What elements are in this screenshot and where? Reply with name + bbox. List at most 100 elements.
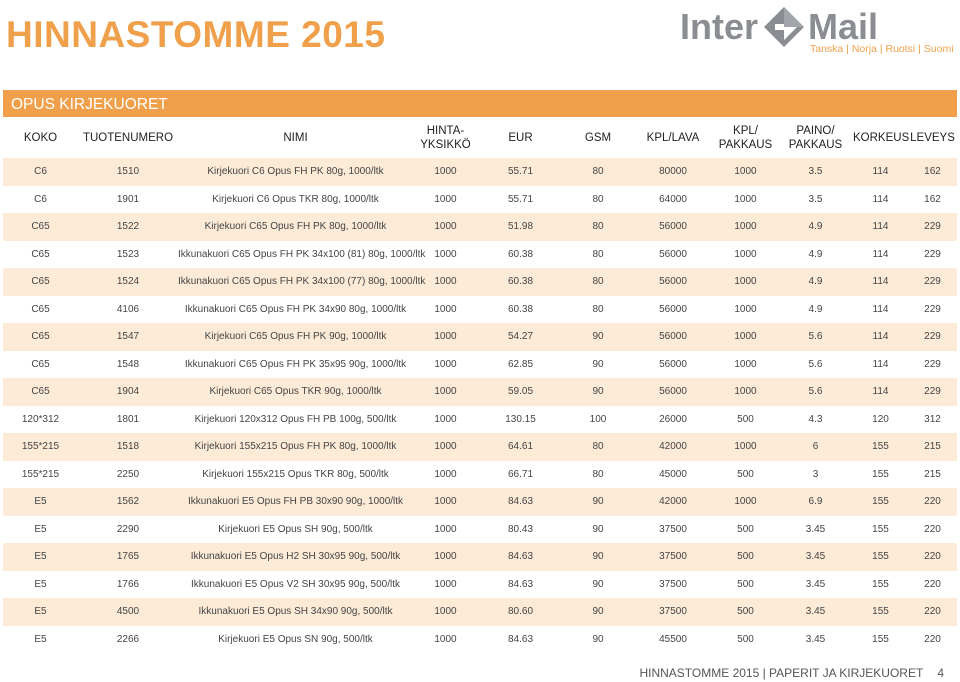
table-cell: Kirjekuori C6 Opus FH PK 80g, 1000/ltk (178, 158, 413, 186)
table-cell: 1510 (78, 158, 178, 186)
table-cell: E5 (3, 625, 78, 653)
table-cell: 1000 (413, 350, 478, 378)
table-cell: 80.43 (478, 515, 563, 543)
table-cell: Kirjekuori C65 Opus FH PK 80g, 1000/ltk (178, 213, 413, 241)
table-cell: C65 (3, 295, 78, 323)
table-cell: 120 (853, 405, 908, 433)
table-cell: Ikkunakuori E5 Opus SH 34x90 90g, 500/lt… (178, 598, 413, 626)
table-cell: 1000 (713, 213, 778, 241)
table-cell: 37500 (633, 543, 713, 571)
table-cell: 1000 (413, 323, 478, 351)
table-cell: 90 (563, 570, 633, 598)
table-cell: 155 (853, 598, 908, 626)
table-cell: E5 (3, 488, 78, 516)
table-cell: 1000 (713, 378, 778, 406)
page-footer: HINNASTOMME 2015 | PAPERIT JA KIRJEKUORE… (639, 666, 944, 680)
table-cell: 80 (563, 185, 633, 213)
table-cell: Ikkunakuori C65 Opus FH PK 34x100 (77) 8… (178, 268, 425, 296)
table-cell: 155 (853, 515, 908, 543)
table-cell: 4106 (78, 295, 178, 323)
intermail-logo: Inter Mail Tanska | Norja | Ruotsi | Suo… (678, 4, 956, 62)
column-header: TUOTENUMERO (82, 132, 174, 144)
logo-word-inter: Inter (680, 6, 759, 47)
table-cell: 1000 (413, 213, 478, 241)
table-cell: 84.63 (478, 570, 563, 598)
table-cell: 1000 (413, 625, 478, 653)
table-row: C6 1901 Kirjekuori C6 Opus TKR 80g, 1000/l… (3, 185, 957, 213)
table-cell: 80.60 (478, 598, 563, 626)
table-row: C65 4106 Ikkunakuori C65 Opus FH PK 34x90 … (3, 295, 957, 323)
table-cell: 500 (713, 598, 778, 626)
table-row: C6 1510 Kirjekuori C6 Opus FH PK 80g, 1000… (3, 158, 957, 186)
table-cell: 1000 (413, 405, 478, 433)
table-cell: 90 (563, 625, 633, 653)
table-row: E5 1765 Ikkunakuori E5 Opus H2 SH 30x95 90… (3, 543, 957, 571)
table-cell: 80 (563, 268, 633, 296)
table-cell: 229 (908, 268, 957, 296)
table-cell: 62.85 (478, 350, 563, 378)
table-cell: 1000 (713, 158, 778, 186)
table-cell: Kirjekuori C65 Opus TKR 90g, 1000/ltk (178, 378, 413, 406)
table-cell: 80 (563, 158, 633, 186)
table-cell: 84.63 (478, 625, 563, 653)
table-cell: 84.63 (478, 543, 563, 571)
table-cell: 155 (853, 488, 908, 516)
page-title: HINNASTOMME 2015 (6, 14, 386, 55)
table-cell: 1766 (78, 570, 178, 598)
table-cell: 114 (853, 213, 908, 241)
table-cell: 215 (908, 433, 957, 461)
footer-text: HINNASTOMME 2015 | PAPERIT JA KIRJEKUORE… (639, 666, 924, 680)
price-table: KOKO TUOTENUMERO NIMI HINTA- YKSIKKÖ EUR GSM K… (3, 118, 957, 653)
table-cell: 1000 (713, 350, 778, 378)
table-cell: 120*312 (3, 405, 78, 433)
table-cell: E5 (3, 598, 78, 626)
table-cell: 80 (563, 213, 633, 241)
table-cell: 51.98 (478, 213, 563, 241)
table-cell: 155 (853, 460, 908, 488)
table-cell: Kirjekuori E5 Opus SH 90g, 500/ltk (178, 515, 413, 543)
table-row: 155*215 1518 Kirjekuori 155x215 Opus FH PK… (3, 433, 957, 461)
table-cell: 4.3 (778, 405, 853, 433)
table-cell: 3.45 (778, 543, 853, 571)
table-cell: 229 (908, 323, 957, 351)
table-cell: 2250 (78, 460, 178, 488)
table-cell: 3.45 (778, 570, 853, 598)
table-body: C6 1510 Kirjekuori C6 Opus FH PK 80g, 1000… (3, 158, 957, 653)
table-cell: 5.6 (778, 323, 853, 351)
table-cell: 45000 (633, 460, 713, 488)
logo-countries: Tanska | Norja | Ruotsi | Suomi (810, 43, 954, 55)
table-cell: 500 (713, 515, 778, 543)
table-cell: 90 (563, 323, 633, 351)
table-cell: 155*215 (3, 433, 78, 461)
table-cell: 56000 (633, 240, 713, 268)
table-cell: 80 (563, 433, 633, 461)
table-cell: 80 (563, 240, 633, 268)
table-cell: 220 (908, 598, 957, 626)
table-cell: 229 (908, 378, 957, 406)
table-cell: 66.71 (478, 460, 563, 488)
table-header-row: KOKO TUOTENUMERO NIMI HINTA- YKSIKKÖ EUR GSM K… (3, 118, 957, 158)
table-cell: 6.9 (778, 488, 853, 516)
table-cell: 5.6 (778, 350, 853, 378)
logo-word-mail: Mail (808, 6, 879, 47)
table-cell: 1000 (413, 268, 478, 296)
table-cell: 229 (908, 240, 957, 268)
table-cell: 56000 (633, 350, 713, 378)
table-cell: 90 (563, 515, 633, 543)
table-cell: C65 (3, 240, 78, 268)
table-cell: 229 (908, 295, 957, 323)
table-cell: 1000 (413, 433, 478, 461)
table-cell: 500 (713, 405, 778, 433)
column-header: LEVEYS (910, 132, 955, 144)
table-cell: 130.15 (478, 405, 563, 433)
table-row: C65 1522 Kirjekuori C65 Opus FH PK 80g, 10… (3, 213, 957, 241)
table-cell: 55.71 (478, 158, 563, 186)
table-row: 120*312 1801 Kirjekuori 120x312 Opus FH PB… (3, 405, 957, 433)
table-cell: 114 (853, 378, 908, 406)
table-cell: 3.5 (778, 158, 853, 186)
table-cell: 220 (908, 515, 957, 543)
table-cell: 3.5 (778, 185, 853, 213)
table-cell: 5.6 (778, 378, 853, 406)
table-cell: 114 (853, 350, 908, 378)
table-cell: E5 (3, 570, 78, 598)
